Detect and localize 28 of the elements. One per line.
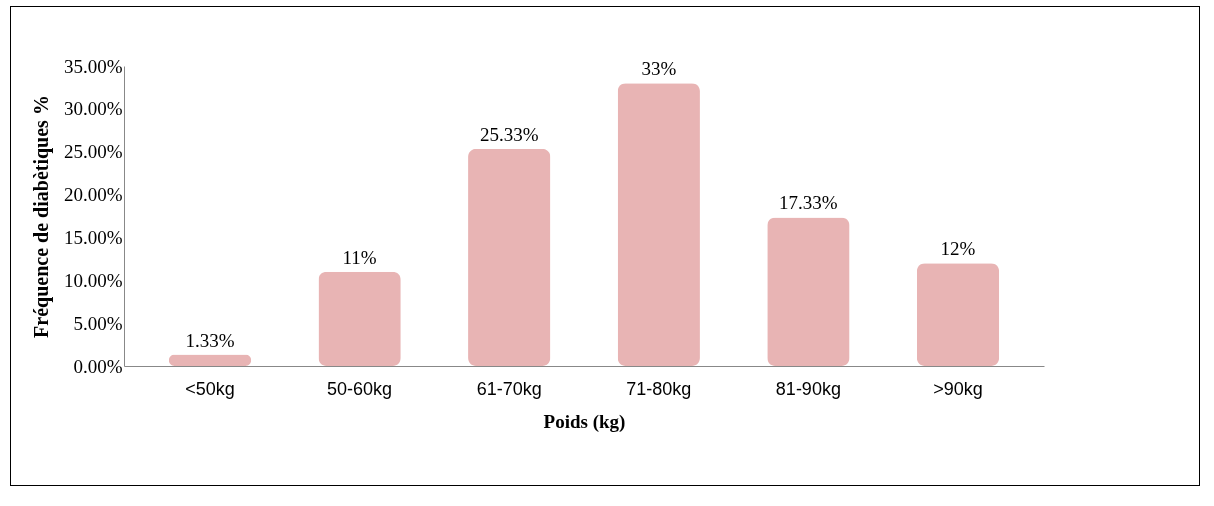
- y-tick-label: 20.00%: [63, 184, 123, 206]
- bar: [468, 148, 551, 366]
- x-tick-label: >90kg: [933, 378, 983, 399]
- data-label: 12%: [940, 238, 976, 260]
- bar: [168, 354, 252, 366]
- x-tick-label: 71-80kg: [626, 378, 692, 399]
- y-tick-label: 10.00%: [63, 269, 123, 291]
- y-tick-label: 5.00%: [73, 312, 123, 334]
- y-tick-label: 25.00%: [63, 141, 123, 163]
- bar: [767, 217, 850, 366]
- x-tick-label: 61-70kg: [476, 378, 542, 399]
- data-label: 25.33%: [479, 123, 539, 145]
- data-label: 33%: [641, 58, 677, 80]
- data-label: 11%: [342, 246, 377, 268]
- y-tick-label: 35.00%: [63, 55, 123, 77]
- y-tick-label: 30.00%: [63, 98, 123, 120]
- bar: [617, 83, 700, 366]
- x-tick-label: 50-60kg: [327, 378, 393, 399]
- bar: [318, 271, 401, 366]
- data-label: 17.33%: [779, 192, 838, 214]
- y-tick-label: 15.00%: [63, 226, 123, 248]
- y-tick-label: 0.00%: [73, 355, 123, 377]
- x-tick-label: <50kg: [185, 378, 235, 399]
- data-label: 1.33%: [185, 329, 235, 351]
- bar: [916, 263, 1000, 366]
- x-axis-title: Poids (kg): [543, 410, 626, 433]
- x-tick-label: 81-90kg: [775, 378, 841, 399]
- y-axis-title: Fréquence de diabètiques %: [29, 95, 53, 338]
